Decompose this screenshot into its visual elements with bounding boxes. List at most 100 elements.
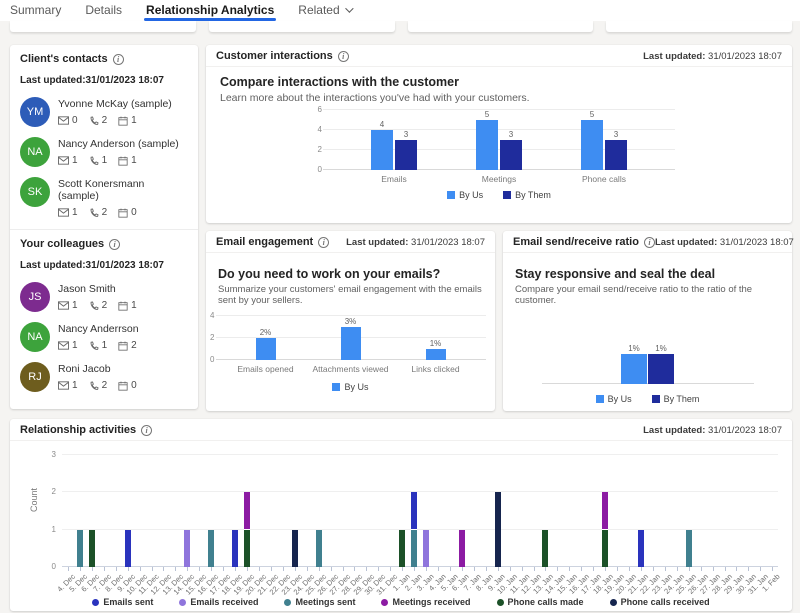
info-icon[interactable]: i (112, 53, 124, 65)
bar-wrapper: 1% (648, 324, 674, 384)
cutoff-card (10, 21, 196, 32)
contact-info: Roni Jacob 1 2 0 (58, 362, 137, 391)
timeline-slot (301, 455, 313, 571)
tab-summary[interactable]: Summary (10, 3, 61, 21)
stacked-bar[interactable] (208, 529, 215, 567)
phone-icon (89, 380, 99, 391)
contact-info: Nancy Anderson (sample) 1 1 1 (58, 137, 179, 166)
x-axis-label: Attachments viewed (312, 364, 389, 374)
timeline-slot (754, 455, 766, 571)
legend-item[interactable]: By Them (651, 394, 699, 404)
stacked-bar[interactable] (637, 529, 644, 567)
stacked-bar[interactable] (76, 529, 83, 567)
segment-meetings-sent (411, 529, 418, 567)
info-icon[interactable]: i (141, 424, 153, 436)
tab-details[interactable]: Details (85, 3, 122, 21)
legend-item[interactable]: Phone calls received (609, 597, 710, 607)
gridline (323, 149, 675, 150)
timeline-slot (122, 455, 134, 571)
bar-by-us[interactable] (371, 130, 393, 170)
bar-by-them[interactable] (500, 140, 522, 170)
contact-row[interactable]: RJ Roni Jacob 1 2 0 (10, 357, 198, 397)
stacked-bar[interactable] (411, 492, 418, 567)
timeline-slot (86, 455, 98, 571)
gridline (62, 491, 778, 493)
stacked-bar[interactable] (88, 529, 95, 567)
email-send-receive-title: Email send/receive ratio (513, 236, 639, 248)
legend-item[interactable]: Meetings received (381, 597, 471, 607)
legend-item[interactable]: Phone calls made (496, 597, 584, 607)
bar-by-us[interactable] (621, 354, 647, 384)
info-icon[interactable]: i (318, 236, 330, 248)
contact-stat: 1 (58, 155, 78, 166)
info-icon[interactable]: i (109, 238, 121, 250)
legend-item[interactable]: Emails sent (92, 597, 153, 607)
axis-tick (533, 567, 535, 571)
stacked-bar[interactable] (423, 529, 430, 567)
chart-legend: By Us By Them (595, 394, 699, 404)
stacked-bar[interactable] (494, 492, 501, 567)
contact-stat: 1 (58, 207, 78, 218)
legend-swatch (651, 395, 660, 403)
timeline-slot (695, 455, 707, 571)
bar-by-us[interactable] (425, 349, 446, 360)
contact-row[interactable]: NA Nancy Anderson (sample) 1 1 1 (10, 132, 198, 172)
stacked-bar[interactable] (124, 529, 131, 567)
segment-phone-calls-made (88, 529, 95, 567)
stacked-bar[interactable] (232, 529, 239, 567)
info-icon[interactable]: i (337, 50, 349, 62)
bar-value-label: 3 (508, 130, 514, 139)
axis-tick (557, 567, 559, 571)
stacked-bar[interactable] (244, 492, 251, 567)
phone-icon (89, 155, 99, 166)
bar-by-us[interactable] (581, 120, 603, 170)
bar-wrapper: 1% (425, 316, 446, 360)
tab-related[interactable]: Related (298, 3, 354, 21)
bar-by-them[interactable] (648, 354, 674, 384)
chart-subheading: Learn more about the interactions you've… (220, 92, 530, 104)
legend-item[interactable]: By Us (447, 190, 483, 200)
stacked-bar[interactable] (458, 529, 465, 567)
legend-item[interactable]: Emails received (179, 597, 258, 607)
stacked-bar[interactable] (399, 529, 406, 567)
axis-tick (390, 567, 392, 571)
cutoff-card (606, 21, 792, 32)
divider (10, 229, 198, 230)
contact-row[interactable]: JS Jason Smith 1 2 1 (10, 277, 198, 317)
calendar-icon (118, 116, 128, 126)
stacked-bar[interactable] (685, 529, 692, 567)
stacked-bar[interactable] (315, 529, 322, 567)
bar-value-label: 1% (655, 344, 667, 353)
stacked-bar[interactable] (291, 529, 298, 567)
bar-value-label: 3% (344, 317, 357, 326)
bar-by-us[interactable] (255, 338, 276, 360)
y-axis-label: 2 (51, 487, 56, 497)
y-axis-label: 2 (210, 333, 215, 342)
info-icon[interactable]: i (643, 236, 655, 248)
legend-swatch (503, 191, 512, 199)
stacked-bar[interactable] (542, 529, 549, 567)
contact-stats: 1 2 1 (58, 300, 137, 311)
bar-value-label: 5 (484, 110, 490, 119)
bar-by-us[interactable] (476, 120, 498, 170)
legend-item[interactable]: By Us (595, 394, 632, 404)
axis-tick (67, 567, 69, 571)
legend-item[interactable]: By Them (503, 190, 551, 200)
avatar: SK (20, 177, 50, 207)
tab-label: Details (85, 3, 123, 17)
bar-by-them[interactable] (605, 140, 627, 170)
x-axis-labels: Emails Meetings Phone calls (342, 174, 657, 184)
chart-plot: 0 2 4 2% 3% 1% (210, 311, 486, 364)
contact-row[interactable]: YM Yvonne McKay (sample) 0 2 1 (10, 92, 198, 132)
bar-by-them[interactable] (395, 140, 417, 170)
legend-item[interactable]: Meetings sent (284, 597, 355, 607)
stacked-bar[interactable] (602, 492, 609, 567)
stacked-bar[interactable] (184, 529, 191, 567)
bar-by-us[interactable] (340, 327, 361, 360)
tab-relationship-analytics[interactable]: Relationship Analytics (144, 3, 277, 21)
timeline-slot (719, 455, 731, 571)
axis-tick (282, 567, 284, 571)
contact-row[interactable]: NA Nancy Anderrson 1 1 2 (10, 317, 198, 357)
contact-row[interactable]: SK Scott Konersmann (sample) 1 2 0 (10, 172, 198, 223)
legend-item[interactable]: By Us (332, 382, 369, 392)
